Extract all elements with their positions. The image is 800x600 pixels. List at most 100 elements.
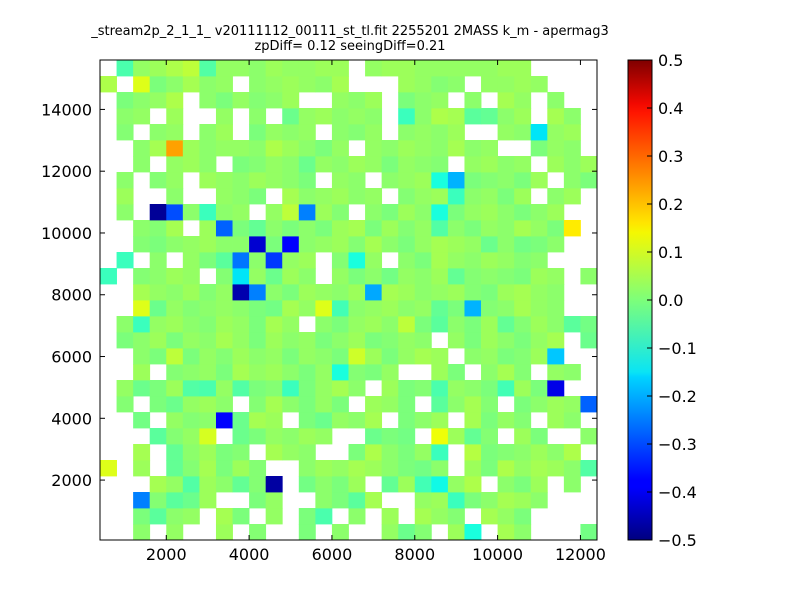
heatmap-cell	[497, 300, 515, 317]
heatmap-cell	[166, 156, 184, 173]
heatmap-cell	[497, 156, 515, 173]
chart-title-line-2: zpDiff= 0.12 seeingDiff=0.21	[254, 39, 446, 54]
heatmap-cell	[563, 172, 581, 189]
heatmap-cell	[265, 396, 283, 413]
heatmap-cell	[431, 252, 449, 269]
heatmap-cell	[414, 156, 432, 173]
heatmap-cell	[547, 316, 565, 333]
heatmap-cell	[298, 124, 316, 141]
heatmap-cell	[249, 156, 267, 173]
heatmap-cell	[282, 172, 300, 189]
heatmap-cell	[315, 476, 333, 493]
heatmap-cell	[481, 412, 498, 429]
heatmap-cell	[249, 236, 267, 253]
chart-title-line-1: _stream2p_2_1_1_ v20111112_00111_st_tl.f…	[91, 24, 609, 39]
heatmap-cell	[481, 188, 498, 205]
heatmap-cell	[182, 284, 200, 301]
heatmap-cell	[414, 380, 432, 397]
heatmap-cell	[199, 220, 217, 237]
heatmap-cell	[265, 140, 283, 157]
heatmap-cell	[182, 460, 200, 477]
colorbar-tick-label: −0.1	[658, 339, 697, 358]
heatmap-cell	[331, 332, 349, 349]
heatmap-cell	[282, 316, 300, 333]
heatmap-cell	[249, 364, 267, 381]
heatmap-cell	[547, 188, 565, 205]
heatmap-cell	[331, 188, 349, 205]
heatmap-cell	[149, 124, 167, 141]
heatmap-cell	[348, 332, 366, 349]
heatmap-cell	[398, 524, 416, 541]
heatmap-cell	[182, 236, 200, 253]
heatmap-cell	[133, 300, 151, 317]
heatmap-cell	[149, 476, 167, 493]
heatmap-cells	[100, 60, 598, 541]
heatmap-cell	[414, 236, 432, 253]
heatmap-cell	[133, 140, 151, 157]
heatmap-cell	[249, 172, 267, 189]
heatmap-cell	[497, 268, 515, 285]
heatmap-cell	[265, 172, 283, 189]
heatmap-cell	[166, 268, 184, 285]
heatmap-cell	[199, 316, 217, 333]
heatmap-cell	[497, 444, 515, 461]
heatmap-cell	[414, 108, 432, 125]
heatmap-cell	[249, 108, 267, 125]
heatmap-cell	[514, 204, 532, 221]
heatmap-cell	[481, 76, 498, 93]
heatmap-cell	[547, 92, 565, 109]
heatmap-cell	[365, 60, 383, 77]
heatmap-cell	[497, 204, 515, 221]
heatmap-cell	[133, 492, 151, 509]
colorbar-tick-label: −0.5	[658, 531, 697, 550]
heatmap-cell	[298, 76, 316, 93]
heatmap-cell	[414, 508, 432, 525]
heatmap-cell	[249, 124, 267, 141]
heatmap-cell	[133, 524, 151, 541]
heatmap-cell	[166, 508, 184, 525]
heatmap-cell	[149, 140, 167, 157]
heatmap-cell	[166, 316, 184, 333]
heatmap-cell	[481, 444, 498, 461]
heatmap-cell	[464, 380, 482, 397]
heatmap-cell	[133, 460, 151, 477]
heatmap-cell	[398, 172, 416, 189]
heatmap-cell	[497, 92, 515, 109]
heatmap-cell	[199, 300, 217, 317]
heatmap-cell	[381, 524, 399, 541]
heatmap-cell	[530, 140, 548, 157]
heatmap-cell	[348, 300, 366, 317]
heatmap-cell	[265, 508, 283, 525]
heatmap-cell	[348, 364, 366, 381]
heatmap-cell	[331, 124, 349, 141]
heatmap-cell	[282, 92, 300, 109]
heatmap-cell	[249, 76, 267, 93]
heatmap-cell	[282, 140, 300, 157]
heatmap-cell	[381, 268, 399, 285]
heatmap-cell	[298, 204, 316, 221]
heatmap-cell	[249, 316, 267, 333]
heatmap-cell	[497, 316, 515, 333]
heatmap-cell	[365, 108, 383, 125]
heatmap-cell	[100, 76, 117, 93]
heatmap-cell	[365, 140, 383, 157]
heatmap-cell	[282, 76, 300, 93]
heatmap-cell	[381, 428, 399, 445]
heatmap-cell	[199, 332, 217, 349]
heatmap-cell	[447, 300, 465, 317]
heatmap-cell	[282, 284, 300, 301]
heatmap-cell	[464, 316, 482, 333]
heatmap-cell	[215, 284, 233, 301]
heatmap-cell	[149, 268, 167, 285]
heatmap-cell	[116, 124, 134, 141]
heatmap-cell	[481, 428, 498, 445]
heatmap-cell	[414, 412, 432, 429]
heatmap-cell	[414, 188, 432, 205]
heatmap-cell	[149, 492, 167, 509]
heatmap-cell	[481, 492, 498, 509]
heatmap-cell	[348, 268, 366, 285]
heatmap-cell	[497, 492, 515, 509]
heatmap-cell	[464, 268, 482, 285]
heatmap-cell	[481, 220, 498, 237]
heatmap-cell	[530, 332, 548, 349]
